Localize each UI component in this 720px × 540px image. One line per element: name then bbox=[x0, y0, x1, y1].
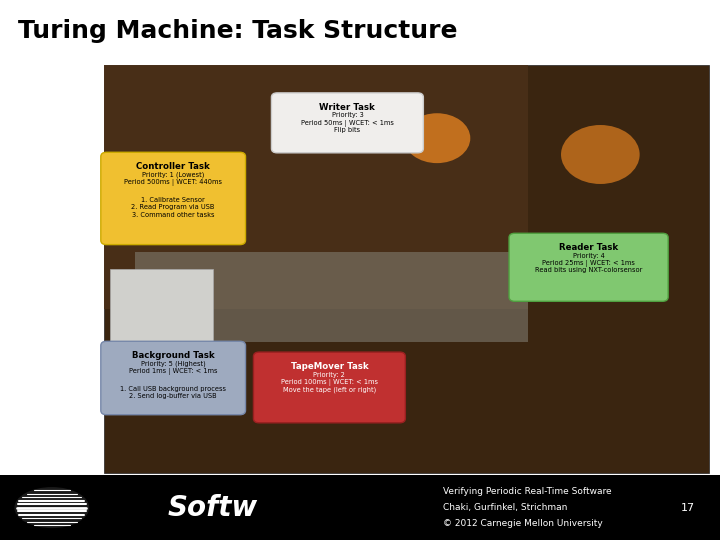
Text: Reader Task: Reader Task bbox=[559, 243, 618, 252]
Text: Priority: 5 (Highest): Priority: 5 (Highest) bbox=[141, 361, 205, 367]
Text: Read bits using NXT-colorsensor: Read bits using NXT-colorsensor bbox=[535, 267, 642, 273]
Text: Chaki, Gurfinkel, Strichman: Chaki, Gurfinkel, Strichman bbox=[443, 503, 567, 512]
Bar bbox=[110, 268, 213, 383]
Text: TapeMover Task: TapeMover Task bbox=[291, 362, 368, 371]
Text: Verifying Periodic Real-Time Software: Verifying Periodic Real-Time Software bbox=[443, 487, 611, 496]
Text: Priority: 1 (Lowest): Priority: 1 (Lowest) bbox=[142, 172, 204, 178]
Text: © 2012 Carnegie Mellon University: © 2012 Carnegie Mellon University bbox=[443, 519, 603, 528]
Text: Move the tape (left or right): Move the tape (left or right) bbox=[283, 386, 376, 393]
FancyBboxPatch shape bbox=[271, 93, 423, 153]
Text: Writer Task: Writer Task bbox=[320, 103, 375, 112]
Text: Softw: Softw bbox=[167, 494, 258, 522]
Text: Flip bits: Flip bits bbox=[334, 127, 361, 133]
FancyBboxPatch shape bbox=[509, 233, 668, 301]
Polygon shape bbox=[104, 65, 528, 309]
Text: Priority: 2: Priority: 2 bbox=[313, 372, 346, 377]
Text: Period 25ms | WCET: < 1ms: Period 25ms | WCET: < 1ms bbox=[542, 260, 635, 267]
Text: 2. Read Program via USB: 2. Read Program via USB bbox=[132, 204, 215, 211]
Text: Period 100ms | WCET: < 1ms: Period 100ms | WCET: < 1ms bbox=[281, 379, 378, 386]
Text: 1. Call USB background process: 1. Call USB background process bbox=[120, 386, 226, 392]
Bar bbox=[104, 65, 709, 472]
Text: Period 500ms | WCET: 440ms: Period 500ms | WCET: 440ms bbox=[124, 179, 222, 186]
Text: 3. Command other tasks: 3. Command other tasks bbox=[132, 212, 215, 218]
FancyBboxPatch shape bbox=[101, 341, 246, 415]
Text: Controller Task: Controller Task bbox=[136, 162, 210, 171]
Bar bbox=[135, 252, 528, 342]
Text: Priority: 4: Priority: 4 bbox=[572, 253, 605, 259]
FancyBboxPatch shape bbox=[101, 152, 246, 245]
Circle shape bbox=[404, 113, 470, 163]
Text: Period 1ms | WCET: < 1ms: Period 1ms | WCET: < 1ms bbox=[129, 368, 217, 375]
Text: Turing Machine: Task Structure: Turing Machine: Task Structure bbox=[18, 19, 457, 43]
Text: 2. Send log-buffer via USB: 2. Send log-buffer via USB bbox=[130, 393, 217, 400]
Ellipse shape bbox=[14, 487, 89, 528]
Bar bbox=[0, 475, 720, 540]
Text: Priority: 3: Priority: 3 bbox=[331, 112, 364, 118]
Circle shape bbox=[561, 125, 639, 184]
Text: Period 50ms | WCET: < 1ms: Period 50ms | WCET: < 1ms bbox=[301, 120, 394, 127]
Text: Background Task: Background Task bbox=[132, 351, 215, 360]
Text: 1. Calibrate Sensor: 1. Calibrate Sensor bbox=[141, 197, 205, 203]
FancyBboxPatch shape bbox=[253, 352, 405, 423]
Text: 17: 17 bbox=[680, 503, 695, 512]
